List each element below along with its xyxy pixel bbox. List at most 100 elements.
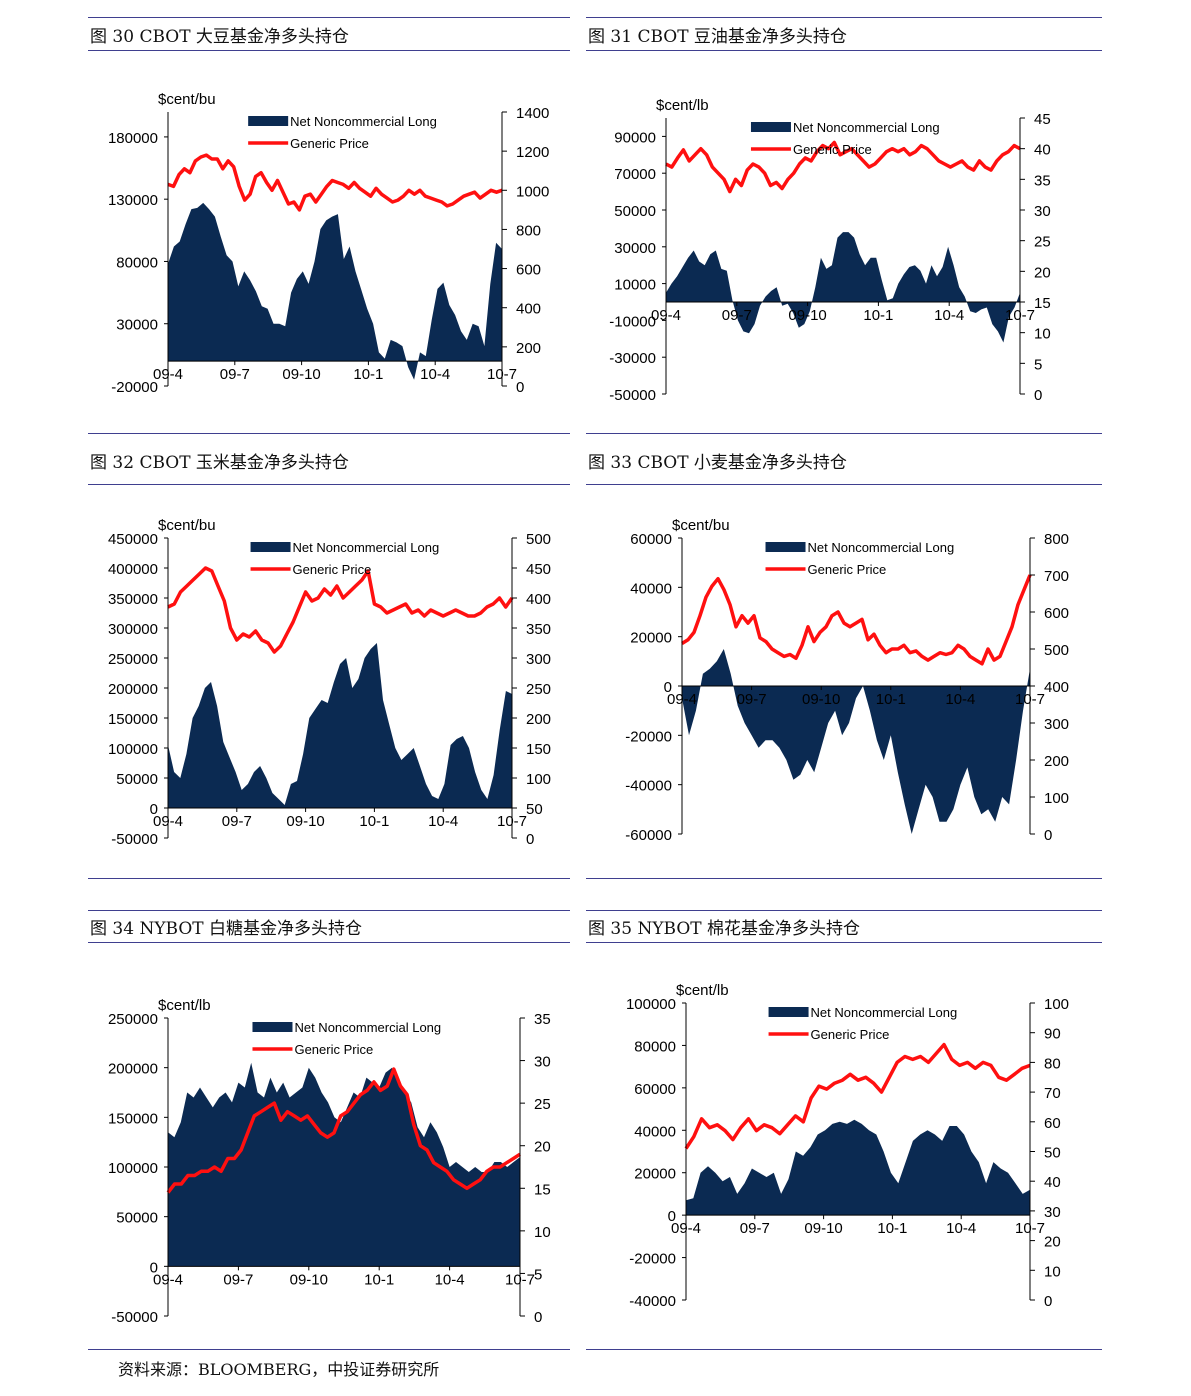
c4-left-tick-label: 50000 (116, 1210, 158, 1227)
c5-right-tick-label: 70 (1044, 1085, 1061, 1102)
c3-left-tick-label: -20000 (625, 728, 672, 745)
c3-x-tick-label: 10-1 (876, 691, 906, 708)
chart-caption-33: 图 33 CBOT 小麦基金净多头持仓 (588, 453, 847, 473)
c1-area-net-long (666, 232, 1020, 343)
c0-x-tick-label: 10-1 (353, 366, 383, 383)
c1-legend-label-area: Net Noncommercial Long (793, 120, 940, 135)
c0-right-tick-label: 1200 (516, 144, 549, 161)
c4-x-tick-label: 09-10 (290, 1271, 328, 1288)
c2-left-tick-label: -50000 (111, 831, 158, 848)
c4-x-tick-label: 09-7 (223, 1271, 253, 1288)
c3-unit-label: $cent/bu (672, 517, 730, 534)
c1-x-tick-label: 09-7 (722, 307, 752, 324)
c2-right-tick-label: 200 (526, 711, 551, 728)
caption-rule-top-35 (586, 878, 1102, 879)
c3-right-tick-label: 600 (1044, 605, 1069, 622)
c4-x-tick-label: 10-7 (505, 1271, 535, 1288)
c0-left-tick-label: -20000 (111, 379, 158, 396)
c0-x-tick-label: 09-4 (153, 366, 183, 383)
c3-legend-label-area: Net Noncommercial Long (808, 540, 955, 555)
c1-left-tick-label: 50000 (614, 203, 656, 220)
c0-left-tick-label: 80000 (116, 254, 158, 271)
c1-left-tick-label: 90000 (614, 129, 656, 146)
c0-area-net-long (168, 202, 502, 380)
footer-rule-left (88, 1349, 570, 1350)
chart-caption-31: 图 31 CBOT 豆油基金净多头持仓 (588, 27, 847, 47)
c3-legend-swatch-area (765, 542, 806, 552)
c0-right-tick-label: 400 (516, 301, 541, 318)
c5-right-tick-label: 90 (1044, 1026, 1061, 1043)
c2-x-tick-label: 09-10 (286, 813, 324, 830)
c4-left-tick-label: 100000 (108, 1160, 158, 1177)
caption-rule-top-34 (88, 878, 570, 879)
c0-right-tick-label: 0 (516, 379, 524, 396)
caption-rule-middle-34 (88, 910, 570, 911)
c0-left-tick-label: 180000 (108, 130, 158, 147)
c2-area-net-long (168, 643, 512, 808)
c0-right-tick-label: 600 (516, 262, 541, 279)
c2-right-tick-label: 450 (526, 561, 551, 578)
c4-x-tick-label: 10-1 (364, 1271, 394, 1288)
c1-x-tick-label: 10-4 (934, 307, 964, 324)
c0-x-tick-label: 09-7 (220, 366, 250, 383)
caption-rule-bottom-33 (586, 484, 1102, 485)
c2-left-tick-label: 350000 (108, 591, 158, 608)
c4-legend-label-area: Net Noncommercial Long (294, 1020, 441, 1035)
chart-caption-30: 图 30 CBOT 大豆基金净多头持仓 (90, 27, 349, 47)
caption-rule-bottom-31 (586, 50, 1102, 51)
c3-right-tick-label: 500 (1044, 642, 1069, 659)
c2-right-tick-label: 350 (526, 621, 551, 638)
c4-unit-label: $cent/lb (158, 997, 211, 1014)
caption-rule-bottom-35 (586, 942, 1102, 943)
c5-area-net-long (686, 1119, 1030, 1216)
c5-left-tick-label: 40000 (634, 1123, 676, 1140)
caption-rule-top-30 (88, 17, 570, 18)
c5-left-tick-label: 20000 (634, 1166, 676, 1183)
c3-legend-label-line: Generic Price (808, 562, 887, 577)
c1-x-tick-label: 10-7 (1005, 307, 1035, 324)
c5-x-tick-label: 09-4 (671, 1220, 701, 1237)
c3-x-tick-label: 09-10 (802, 691, 840, 708)
c0-x-tick-label: 09-10 (282, 366, 320, 383)
c4-left-tick-label: -50000 (111, 1309, 158, 1326)
c2-right-tick-label: 0 (526, 831, 534, 848)
c3-left-tick-label: 20000 (630, 630, 672, 647)
c2-left-tick-label: 450000 (108, 531, 158, 548)
c1-right-tick-label: 20 (1034, 264, 1051, 281)
c0-right-tick-label: 1400 (516, 105, 549, 122)
c5-x-tick-label: 10-7 (1015, 1220, 1045, 1237)
c0-left-tick-label: 30000 (116, 317, 158, 334)
c5-x-tick-label: 09-7 (740, 1220, 770, 1237)
c2-left-tick-label: 250000 (108, 651, 158, 668)
c3-right-tick-label: 0 (1044, 827, 1052, 844)
c1-right-tick-label: 10 (1034, 326, 1051, 343)
c3-left-tick-label: 0 (664, 679, 672, 696)
c2-right-tick-label: 250 (526, 681, 551, 698)
c5-legend-label-area: Net Noncommercial Long (811, 1005, 958, 1020)
c4-legend-swatch-area (252, 1022, 293, 1032)
c3-right-tick-label: 200 (1044, 753, 1069, 770)
caption-rule-bottom-32 (88, 484, 570, 485)
c0-line-generic-price (167, 153, 503, 212)
c1-right-tick-label: 5 (1034, 356, 1042, 373)
c1-x-tick-label: 09-10 (788, 307, 826, 324)
c3-x-tick-label: 09-4 (667, 691, 697, 708)
source-note: 资料来源：BLOOMBERG，中投证券研究所 (118, 1360, 440, 1379)
c3-left-tick-label: 40000 (630, 580, 672, 597)
c1-left-tick-label: 30000 (614, 240, 656, 257)
c3-x-tick-label: 10-4 (945, 691, 975, 708)
c2-left-tick-label: 300000 (108, 621, 158, 638)
chart-caption-35: 图 35 NYBOT 棉花基金净多头持仓 (588, 919, 861, 939)
c2-left-tick-label: 100000 (108, 741, 158, 758)
c2-right-tick-label: 300 (526, 651, 551, 668)
c5-left-tick-label: -20000 (629, 1251, 676, 1268)
c0-right-tick-label: 200 (516, 340, 541, 357)
c1-left-tick-label: -30000 (609, 350, 656, 367)
c1-line-generic-price (665, 140, 1021, 194)
c1-left-tick-label: -50000 (609, 387, 656, 404)
footer-rule-right (586, 1349, 1102, 1350)
c4-left-tick-label: 250000 (108, 1011, 158, 1028)
